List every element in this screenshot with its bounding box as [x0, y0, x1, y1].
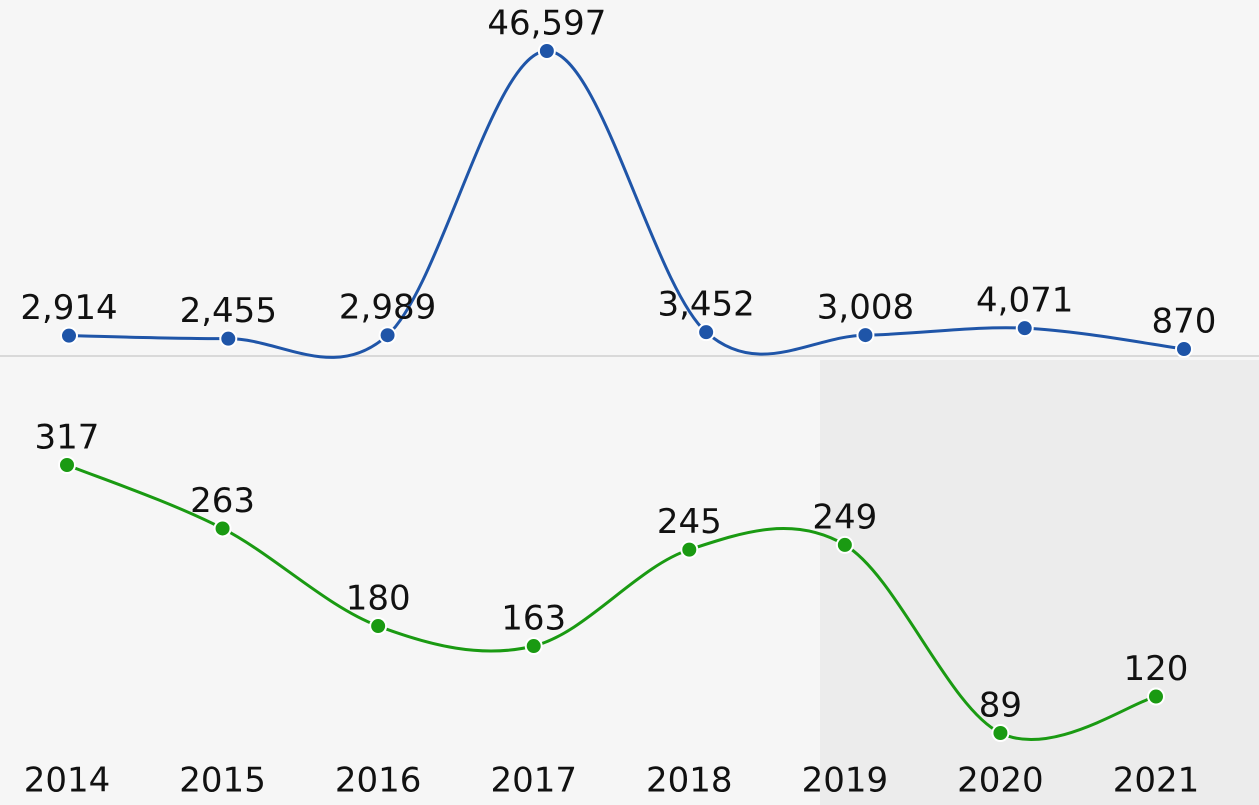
data-label: 180 [346, 579, 411, 619]
data-point [61, 328, 77, 344]
data-point [681, 542, 697, 558]
data-point [992, 725, 1008, 741]
data-label: 263 [190, 481, 255, 521]
x-tick-label: 2015 [179, 761, 266, 801]
data-point [220, 331, 236, 347]
data-label: 2,455 [180, 291, 277, 331]
data-point [59, 457, 75, 473]
data-point [1148, 689, 1164, 705]
data-point [1017, 320, 1033, 336]
chart: 2014 2015 2016 2017 2018 2019 2020 2021 2,914 2,4… [0, 0, 1259, 805]
x-tick-label: 2019 [802, 761, 889, 801]
data-point [370, 618, 386, 634]
x-tick-label: 2020 [957, 761, 1044, 801]
data-label: 317 [35, 418, 100, 458]
data-label: 163 [501, 599, 566, 639]
data-label: 3,008 [817, 288, 914, 328]
data-label: 245 [657, 502, 722, 542]
data-point [526, 638, 542, 654]
data-point [215, 520, 231, 536]
page: 2014 2015 2016 2017 2018 2019 2020 2021 2,914 2,4… [0, 0, 1259, 805]
data-label: 249 [812, 497, 877, 537]
data-label: 46,597 [487, 4, 606, 44]
data-label: 89 [979, 686, 1022, 726]
data-label: 120 [1124, 649, 1189, 689]
data-label: 870 [1152, 302, 1217, 342]
x-tick-label: 2016 [335, 761, 422, 801]
data-point [698, 324, 714, 340]
data-label: 2,914 [20, 288, 117, 328]
data-point [837, 537, 853, 553]
data-point [857, 327, 873, 343]
data-label: 2,989 [339, 288, 436, 328]
x-tick-label: 2018 [646, 761, 733, 801]
data-label: 4,071 [976, 281, 1073, 321]
data-point [539, 43, 555, 59]
x-tick-label: 2014 [24, 761, 111, 801]
x-tick-label: 2021 [1113, 761, 1200, 801]
data-point [380, 327, 396, 343]
data-point [1176, 341, 1192, 357]
data-label: 3,452 [657, 285, 754, 325]
x-tick-label: 2017 [490, 761, 577, 801]
